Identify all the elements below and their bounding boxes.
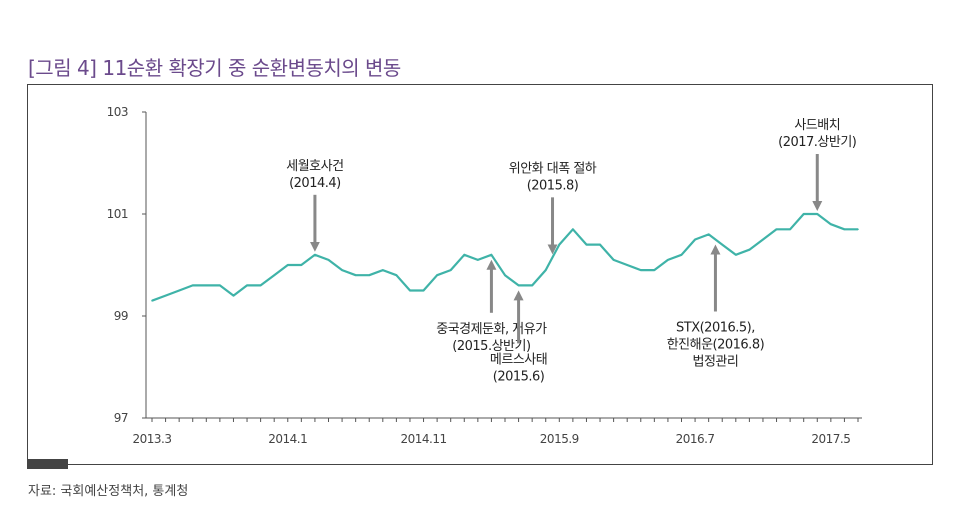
data-point <box>802 213 805 215</box>
data-point <box>653 269 656 271</box>
x-tick-label: 2015.9 <box>540 432 579 446</box>
annotation-text: (2015.8) <box>527 178 579 193</box>
data-point <box>735 254 737 256</box>
annotation-text: 위안화 대폭 절하 <box>509 161 597 176</box>
annotation-text: (2015.상반기) <box>452 339 530 354</box>
annotation-layer: 세월호사건 (2014.4) 중국경제둔화, 저유가 (2015.상반기)메르스사태 (… <box>286 118 857 384</box>
data-point <box>857 228 859 231</box>
data-point <box>286 264 289 266</box>
annotation-text: STX(2016.5), <box>676 321 755 336</box>
data-point <box>667 259 669 261</box>
y-tick-label: 97 <box>114 411 128 425</box>
data-point <box>707 233 710 236</box>
data-point <box>164 294 167 297</box>
x-tick-label: 2014.11 <box>400 432 446 446</box>
data-point <box>463 254 466 256</box>
axes: 97 99 101 103 2013.3 2014.1 2014.11 2015.9 2016.… <box>107 105 862 446</box>
data-point <box>422 289 425 292</box>
data-point <box>762 238 764 241</box>
data-point <box>191 284 194 287</box>
data-point <box>775 228 778 231</box>
data-point <box>599 243 601 246</box>
y-tick-label: 99 <box>114 309 128 323</box>
data-point <box>409 289 411 292</box>
data-point <box>395 274 398 277</box>
data-point <box>789 228 791 231</box>
data-point <box>232 294 235 297</box>
data-point <box>694 238 696 241</box>
data-point <box>151 299 153 302</box>
data-point <box>259 284 262 287</box>
data-point <box>748 248 751 251</box>
data-point <box>178 289 180 292</box>
y-tick-label: 103 <box>107 105 128 119</box>
data-point <box>246 284 248 287</box>
data-point <box>585 243 588 246</box>
data-point <box>544 269 547 271</box>
annotation-text: 법정관리 <box>693 355 739 370</box>
data-point <box>626 264 628 266</box>
data-point <box>721 243 724 246</box>
data-point <box>436 274 438 277</box>
annotation-text: (2015.6) <box>493 369 545 384</box>
annotation-text: 세월호사건 <box>286 159 343 174</box>
data-point <box>205 284 208 287</box>
source-note: 자료: 국회예산정책처, 통계청 <box>28 484 189 499</box>
data-point <box>382 269 384 271</box>
annotation-text: 중국경제둔화, 저유가 <box>436 322 547 337</box>
data-point <box>490 254 493 256</box>
data-point <box>816 213 819 215</box>
annotation-text: 사드배치 <box>794 118 840 133</box>
x-tick-label: 2017.5 <box>811 432 850 446</box>
data-point <box>531 284 533 287</box>
data-point <box>368 274 371 277</box>
data-point <box>680 254 683 256</box>
x-tick-label: 2014.1 <box>268 432 307 446</box>
data-point <box>300 264 303 266</box>
data-point <box>558 243 561 246</box>
figure-title: [그림 4] 11순환 확장기 중 순환변동치의 변동 <box>28 56 401 80</box>
chart-frame <box>27 84 933 465</box>
data-point <box>517 284 520 287</box>
series-layer <box>151 212 859 302</box>
data-point <box>314 254 316 256</box>
data-point <box>639 269 642 271</box>
x-tick-label: 2016.7 <box>676 432 715 446</box>
data-point <box>477 259 479 261</box>
x-tick-label: 2013.3 <box>133 432 172 446</box>
annotation-text: (2017.상반기) <box>778 135 856 150</box>
data-point <box>341 269 343 271</box>
data-point <box>504 274 506 277</box>
data-point <box>327 259 330 261</box>
y-tick-label: 101 <box>107 207 128 221</box>
data-point <box>354 274 357 277</box>
data-point <box>843 228 846 231</box>
data-point <box>449 269 452 271</box>
data-point <box>830 223 832 225</box>
data-point <box>273 274 275 277</box>
data-point <box>612 259 615 261</box>
annotation-text: 한진해운(2016.8) <box>667 338 764 353</box>
data-point <box>572 228 574 231</box>
data-point <box>219 284 221 287</box>
annotation-text: 메르스사태 <box>490 352 547 367</box>
footer-accent-bar <box>27 459 68 469</box>
series-line <box>151 212 858 302</box>
annotation-text: (2014.4) <box>289 176 341 191</box>
